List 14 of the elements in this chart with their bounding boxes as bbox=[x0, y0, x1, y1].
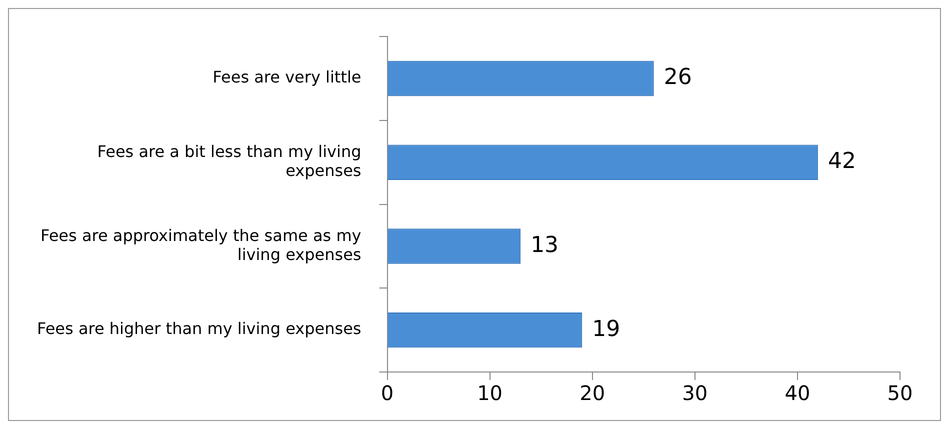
y-tick-label: Fees are higher than my living expenses bbox=[37, 319, 362, 338]
x-tick-label: 20 bbox=[580, 381, 606, 406]
x-tick-label: 0 bbox=[380, 381, 394, 406]
y-tick-label: Fees are very little bbox=[212, 68, 362, 87]
x-tick-label: 10 bbox=[477, 381, 503, 406]
x-tick-label: 30 bbox=[682, 381, 708, 406]
data-label: 26 bbox=[664, 65, 692, 90]
x-tick-label: 50 bbox=[887, 381, 913, 406]
x-tick-label: 40 bbox=[784, 381, 810, 406]
y-tick-label: Fees are approximately the same as my living expenses bbox=[40, 226, 362, 264]
data-label: 13 bbox=[530, 232, 559, 258]
data-label: 19 bbox=[592, 316, 620, 342]
data-label: 42 bbox=[828, 149, 856, 174]
y-tick-label: Fees are a bit less than my living expenses bbox=[97, 142, 362, 180]
